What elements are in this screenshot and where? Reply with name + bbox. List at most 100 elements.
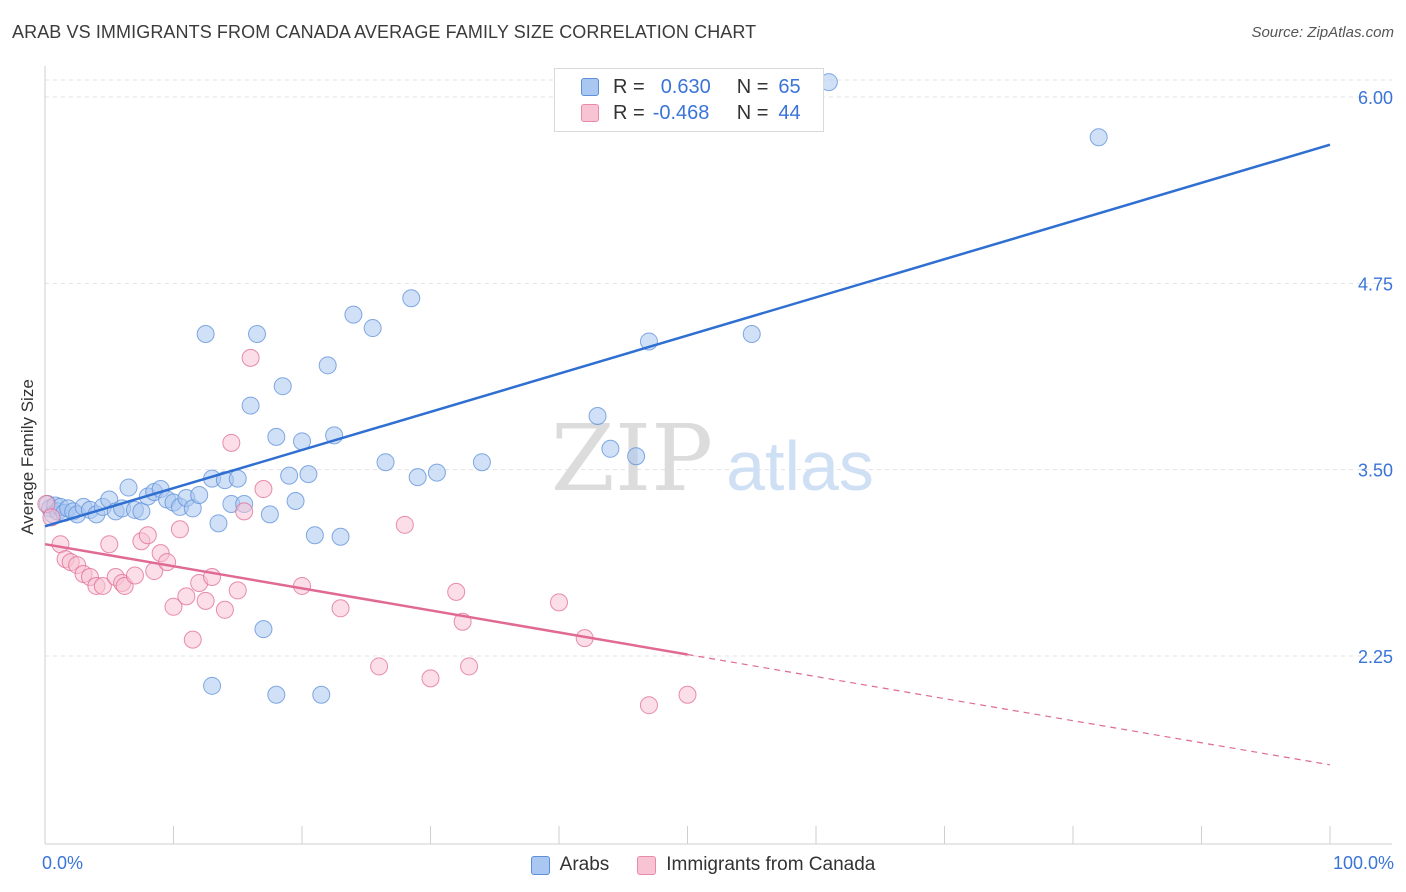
data-point [170,520,189,539]
series-legend: Arabs Immigrants from Canada [0,852,1406,878]
data-point [132,502,151,521]
legend-row-canada: R = -0.468 N = 44 [581,101,801,125]
data-point [209,514,228,533]
data-point [639,696,658,715]
legend-swatch-arabs [530,855,550,875]
legend-swatch-canada [637,855,657,875]
data-point [254,480,273,499]
data-point [395,515,414,534]
legend-swatch-canada [581,104,599,122]
source-label: Source: ZipAtlas.com [1251,24,1394,41]
data-point [241,348,260,367]
trend-line-canada [44,542,688,656]
data-point [280,466,299,485]
data-point [158,553,177,572]
data-point [402,289,421,308]
data-point [344,305,363,324]
data-point [1089,128,1108,147]
legend-r-value: 0.630 [660,75,711,98]
data-point [331,527,350,546]
data-point [260,505,279,524]
data-point [215,600,234,619]
data-point [293,576,311,595]
data-point [678,685,697,704]
data-point [376,453,395,472]
legend-label-canada: Immigrants from Canada [666,854,876,875]
trend-layer [44,143,1331,766]
data-point [427,463,446,482]
trend-line-canada-extrapolated [687,653,1331,766]
x-tick-label-max: 100.0% [1332,853,1394,873]
data-point [119,478,138,497]
data-point [42,508,61,527]
data-point [312,685,331,704]
data-point [228,581,247,600]
grid-lines [45,79,1392,657]
legend-item-arabs[interactable]: Arabs [530,854,610,876]
data-point [318,356,337,375]
data-point [447,582,466,601]
data-point [248,325,267,344]
y-axis-label: Average Family Size [18,379,37,535]
correlation-legend: R = 0.630 N = 65 R = -0.468 N = 44 [554,68,824,132]
series-layer [37,73,1108,715]
axes [44,66,1392,845]
data-point [273,377,292,396]
data-point [203,676,222,695]
data-point [254,620,273,639]
series-arabs [38,73,1108,704]
data-point [331,599,350,618]
data-point [472,453,491,472]
data-point [125,566,144,585]
data-point [164,597,183,616]
data-point [408,468,427,487]
y-tick-label: 3.50 [1358,461,1393,481]
legend-r-label: R = [613,75,645,98]
legend-n-value: 65 [778,75,801,98]
legend-n-label: N = [736,101,769,124]
data-point [370,657,389,676]
trend-line-arabs [44,143,1331,528]
legend-r-label: R = [613,101,645,124]
data-point [100,535,119,554]
data-point [196,325,215,344]
data-point [190,486,209,505]
data-point [196,591,215,610]
legend-label-arabs: Arabs [559,854,610,875]
data-point [241,396,260,415]
data-point [460,657,479,676]
legend-n-value: 44 [778,101,801,124]
data-point [550,593,568,612]
x-tick-label-min: 0.0% [42,853,84,873]
data-point [267,685,286,704]
legend-n-label: N = [736,75,769,98]
chart-title: ARAB VS IMMIGRANTS FROM CANADA AVERAGE F… [12,22,757,42]
legend-r-value: -0.468 [652,101,710,124]
data-point [305,526,324,545]
y-tick-label: 4.75 [1358,274,1393,294]
data-point [421,669,440,688]
data-point [588,407,607,426]
y-tick-label: 6.00 [1358,88,1393,108]
y-tick-labels: 2.25 3.50 4.75 6.00 [1358,88,1393,667]
data-point [363,319,382,338]
data-point [228,469,247,488]
y-tick-label: 2.25 [1358,647,1393,667]
data-point [601,439,620,458]
legend-item-canada[interactable]: Immigrants from Canada [637,854,875,876]
legend-swatch-arabs [581,78,599,96]
data-point [93,576,112,595]
data-point [177,587,196,606]
data-point [267,427,286,446]
data-point [299,465,318,484]
data-point [138,526,157,545]
data-point [222,433,241,452]
legend-row-arabs: R = 0.630 N = 65 [581,75,801,99]
data-point [627,447,646,466]
watermark-atlas: atlas [726,427,874,505]
data-point [742,325,761,344]
data-point [235,502,254,521]
data-point [286,491,305,510]
data-point [183,630,202,649]
